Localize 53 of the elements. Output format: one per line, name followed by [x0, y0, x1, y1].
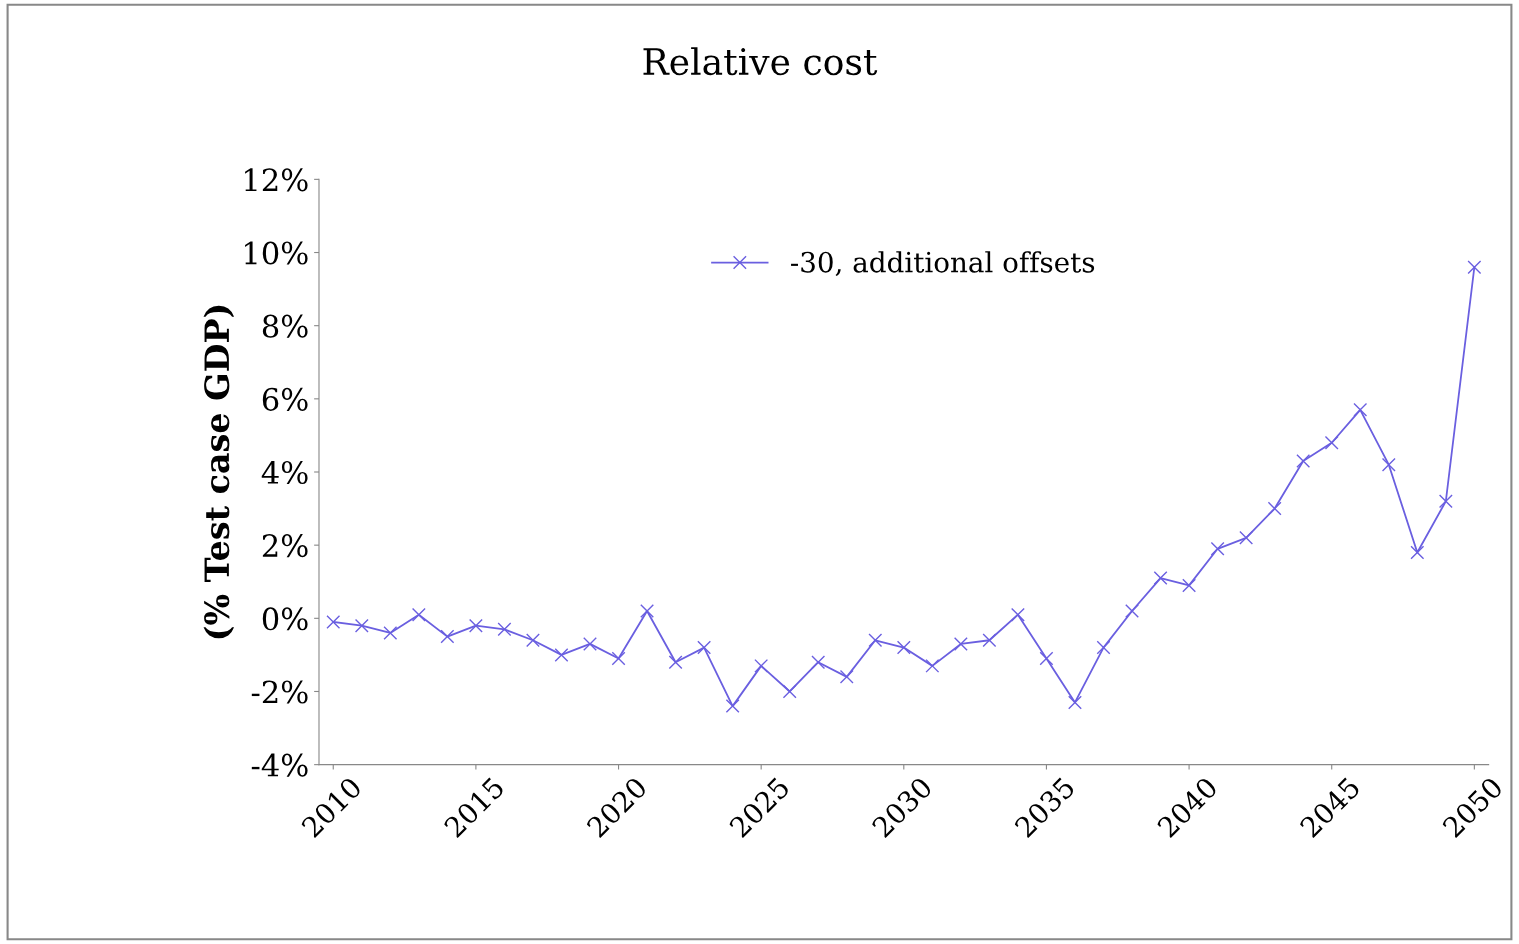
y-tick-label: 8%	[262, 314, 308, 338]
y-tick-label: -2%	[251, 680, 308, 704]
point	[1096, 640, 1111, 655]
point	[611, 651, 626, 666]
point	[1324, 435, 1339, 450]
point	[1381, 457, 1396, 472]
y-tick-label: 2%	[262, 534, 308, 558]
chart-title: Relative cost	[643, 47, 878, 76]
point	[1039, 651, 1054, 666]
point	[811, 655, 826, 670]
point	[982, 633, 997, 648]
point	[526, 633, 540, 648]
point	[1125, 604, 1139, 618]
point	[1239, 530, 1254, 545]
point	[326, 615, 341, 629]
point	[1153, 571, 1168, 586]
y-tick-label: 4%	[261, 460, 308, 485]
point	[1068, 695, 1082, 710]
y-tick-label: 12%	[245, 168, 308, 192]
point	[354, 618, 369, 633]
point	[839, 669, 854, 684]
point	[868, 633, 883, 648]
point	[383, 626, 398, 640]
y-tick-label: 10%	[245, 241, 308, 265]
point	[1210, 541, 1225, 556]
point	[1182, 578, 1197, 593]
point	[1010, 607, 1025, 622]
point	[1410, 545, 1425, 560]
point	[1296, 454, 1311, 468]
point	[953, 636, 968, 651]
point	[497, 622, 512, 637]
legend-label: -30, additional offsets	[791, 251, 1095, 277]
y-tick-label: 0%	[262, 607, 308, 631]
point	[554, 647, 569, 662]
y-tick-label: -4%	[251, 753, 308, 777]
point	[1267, 501, 1282, 516]
point	[925, 658, 940, 673]
point	[697, 640, 712, 655]
point	[668, 655, 683, 670]
point	[754, 658, 769, 673]
point	[640, 604, 655, 618]
point	[1353, 402, 1368, 417]
y-tick-label: 6%	[262, 387, 308, 411]
point	[1438, 494, 1453, 509]
point	[725, 699, 740, 714]
point	[583, 636, 597, 651]
point	[440, 629, 455, 644]
point	[468, 618, 483, 633]
point	[782, 684, 797, 699]
y-axis-title: (% Test case GDP)	[203, 305, 235, 639]
point	[896, 640, 911, 655]
point	[1467, 260, 1482, 275]
point	[411, 607, 426, 622]
